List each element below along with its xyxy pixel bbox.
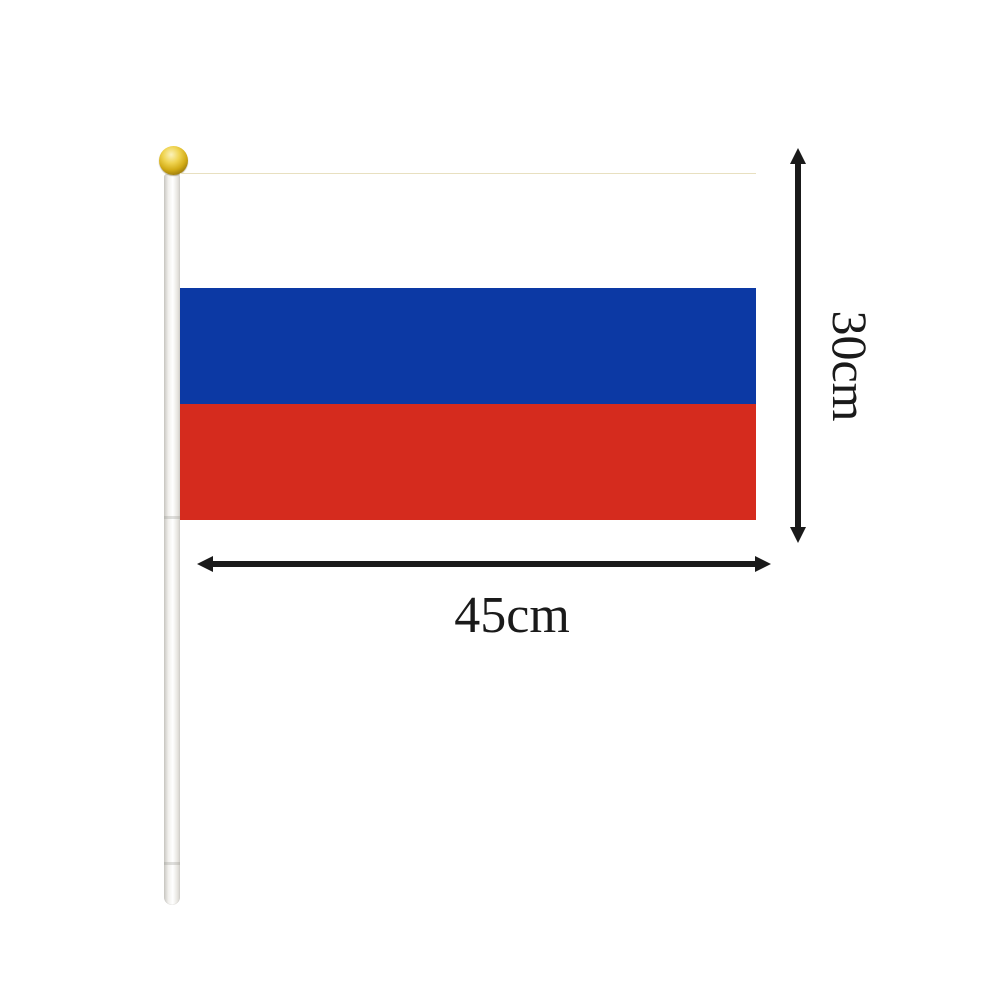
flag: [180, 173, 756, 520]
width-dimension-arrow: [197, 556, 771, 572]
flag-stripe-red: [180, 404, 756, 520]
arrowhead-up-icon: [790, 148, 806, 164]
pole-joint: [164, 862, 180, 865]
height-arrow-shaft: [795, 164, 801, 527]
height-dimension-arrow: [790, 148, 806, 543]
arrowhead-down-icon: [790, 527, 806, 543]
pole-joint: [164, 516, 180, 519]
width-arrow-shaft: [213, 561, 755, 567]
pole-finial-ball-icon: [159, 146, 188, 175]
flag-stripe-blue: [180, 288, 756, 404]
flag-pole: [164, 174, 180, 905]
arrowhead-left-icon: [197, 556, 213, 572]
height-dimension-label: 30cm: [822, 310, 878, 422]
width-dimension-label: 45cm: [454, 587, 570, 644]
arrowhead-right-icon: [755, 556, 771, 572]
flag-stripe-white: [180, 173, 756, 288]
